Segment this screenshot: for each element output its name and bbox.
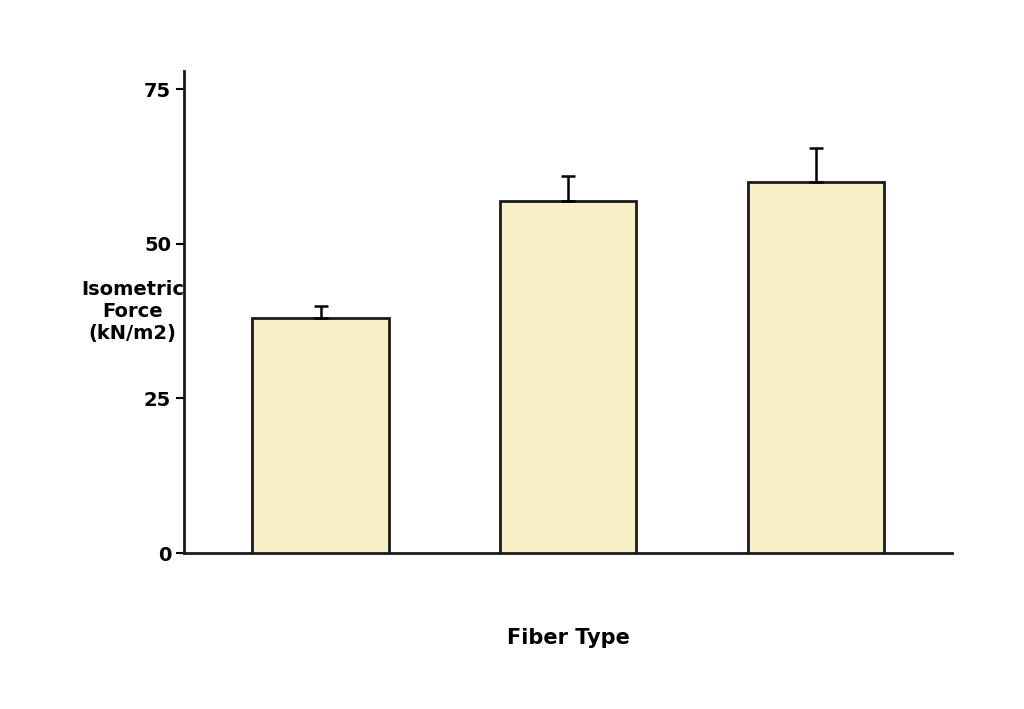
Bar: [500, 201, 637, 553]
Text: Fiber Type: Fiber Type: [507, 628, 630, 648]
Bar: [748, 182, 884, 553]
Bar: [253, 318, 389, 553]
Y-axis label: Isometric
Force
(kN/m2): Isometric Force (kN/m2): [81, 281, 184, 343]
